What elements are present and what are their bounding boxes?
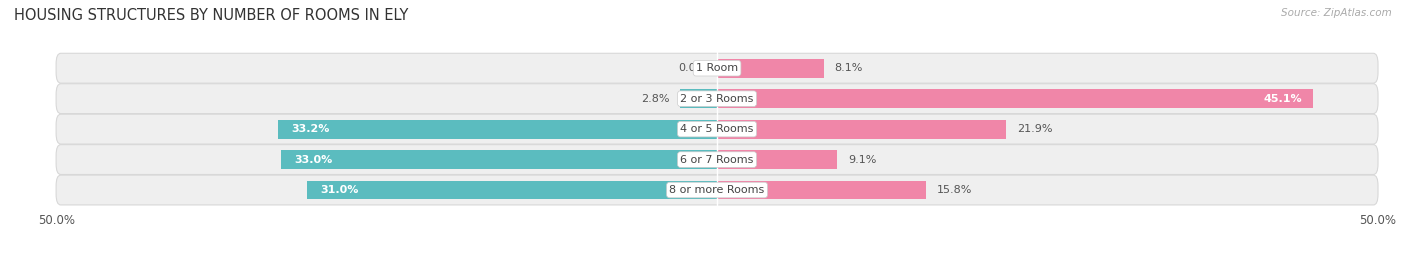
Text: 8 or more Rooms: 8 or more Rooms <box>669 185 765 195</box>
Text: 45.1%: 45.1% <box>1264 94 1302 104</box>
Text: 31.0%: 31.0% <box>321 185 359 195</box>
Bar <box>717 150 838 169</box>
Bar <box>717 89 1313 108</box>
Text: 2 or 3 Rooms: 2 or 3 Rooms <box>681 94 754 104</box>
Text: 2.8%: 2.8% <box>641 94 669 104</box>
Text: 33.0%: 33.0% <box>294 155 332 165</box>
FancyBboxPatch shape <box>56 114 1378 144</box>
Bar <box>281 150 717 169</box>
Text: HOUSING STRUCTURES BY NUMBER OF ROOMS IN ELY: HOUSING STRUCTURES BY NUMBER OF ROOMS IN… <box>14 8 408 23</box>
FancyBboxPatch shape <box>56 145 1378 175</box>
FancyBboxPatch shape <box>56 175 1378 205</box>
Text: 9.1%: 9.1% <box>848 155 876 165</box>
Text: 15.8%: 15.8% <box>936 185 972 195</box>
Bar <box>308 180 717 200</box>
FancyBboxPatch shape <box>56 84 1378 114</box>
Text: 8.1%: 8.1% <box>835 63 863 73</box>
Bar <box>681 89 717 108</box>
Bar <box>717 180 927 200</box>
Text: 6 or 7 Rooms: 6 or 7 Rooms <box>681 155 754 165</box>
Bar <box>278 120 717 139</box>
Text: 4 or 5 Rooms: 4 or 5 Rooms <box>681 124 754 134</box>
Text: 1 Room: 1 Room <box>696 63 738 73</box>
FancyBboxPatch shape <box>56 53 1378 83</box>
Text: Source: ZipAtlas.com: Source: ZipAtlas.com <box>1281 8 1392 18</box>
Text: 21.9%: 21.9% <box>1017 124 1053 134</box>
Bar <box>717 120 1007 139</box>
Text: 33.2%: 33.2% <box>291 124 330 134</box>
Text: 0.0%: 0.0% <box>678 63 706 73</box>
Bar <box>717 59 824 78</box>
